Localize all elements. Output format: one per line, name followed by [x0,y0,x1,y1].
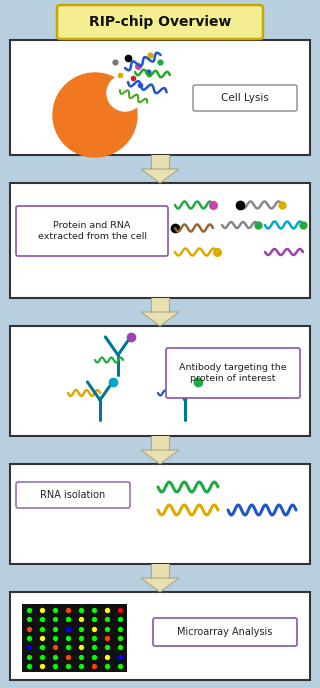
FancyBboxPatch shape [10,592,310,680]
Circle shape [107,75,143,111]
FancyBboxPatch shape [151,564,169,578]
FancyBboxPatch shape [10,183,310,298]
Text: RIP-chip Overview: RIP-chip Overview [89,15,231,29]
FancyBboxPatch shape [151,436,169,450]
FancyBboxPatch shape [166,348,300,398]
Polygon shape [141,450,179,464]
Circle shape [53,73,137,157]
FancyBboxPatch shape [151,155,169,169]
FancyBboxPatch shape [153,618,297,646]
Polygon shape [141,169,179,183]
FancyBboxPatch shape [10,326,310,436]
FancyBboxPatch shape [10,40,310,155]
FancyBboxPatch shape [10,464,310,564]
Polygon shape [141,578,179,592]
FancyBboxPatch shape [193,85,297,111]
FancyBboxPatch shape [22,604,127,672]
Text: Microarray Analysis: Microarray Analysis [177,627,273,637]
Text: Protein and RNA
extracted from the cell: Protein and RNA extracted from the cell [37,222,147,241]
FancyBboxPatch shape [16,482,130,508]
Text: Cell Lysis: Cell Lysis [221,93,269,103]
FancyBboxPatch shape [151,298,169,312]
Text: RNA isolation: RNA isolation [40,490,106,500]
FancyBboxPatch shape [16,206,168,256]
Polygon shape [141,312,179,326]
Text: Antibody targeting the
protein of interest: Antibody targeting the protein of intere… [179,363,287,383]
FancyBboxPatch shape [57,5,263,39]
